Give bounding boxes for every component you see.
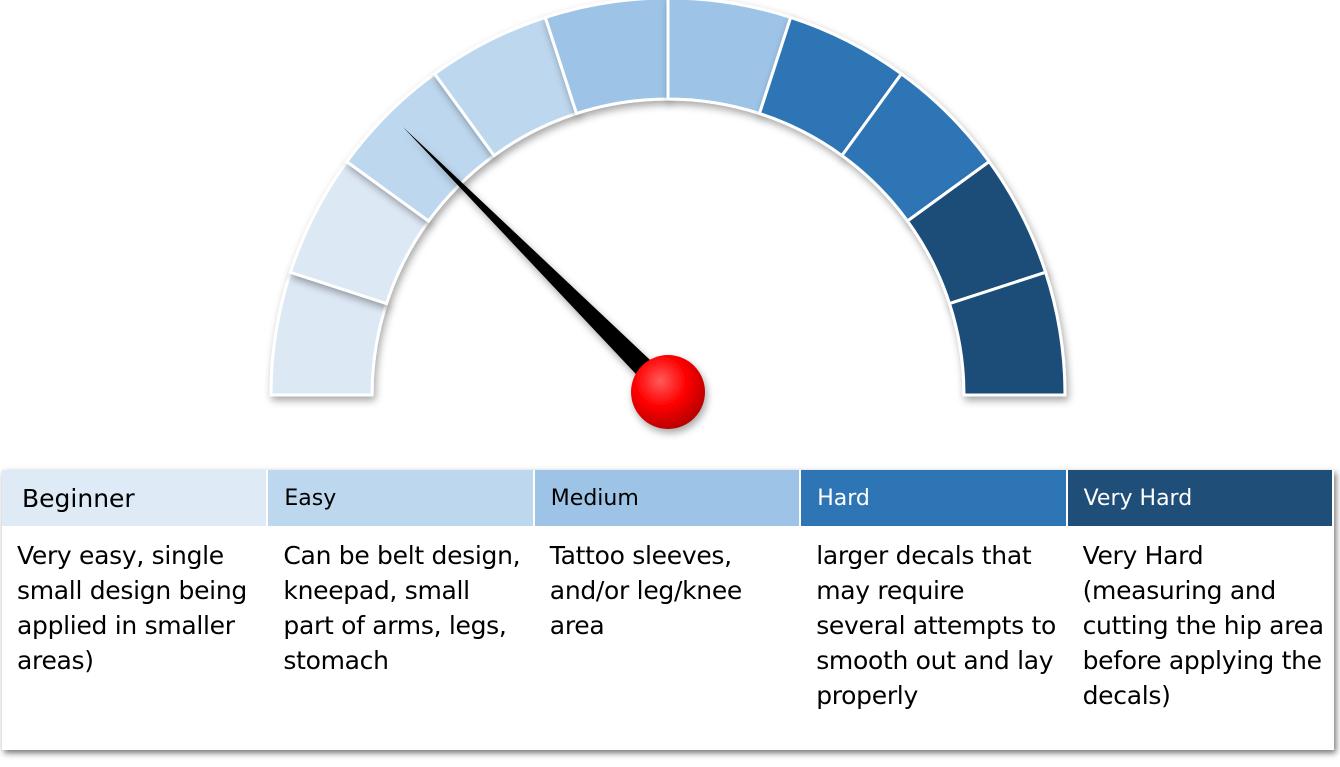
level-header-very-hard: Very Hard [1067,470,1334,528]
gauge-segments [269,0,1067,397]
level-label: Hard [817,485,870,511]
gauge-needle [402,126,676,400]
level-label: Easy [284,485,337,511]
level-label: Very Hard [1083,485,1193,511]
difficulty-gauge [269,0,1067,429]
needle-pointer [402,126,676,400]
level-description-hard: larger decals that may require several a… [816,541,1056,710]
level-description-beginner: Very easy, single small design being app… [17,541,247,675]
level-label: Medium [550,485,639,511]
level-description-easy: Can be belt design, kneepad, small part … [283,541,521,675]
level-header-easy: Easy [268,470,535,528]
level-header-beginner: Beginner [2,470,269,528]
level-header-medium: Medium [534,470,802,528]
level-description-very-hard: Very Hard (measuring and cutting the hip… [1082,541,1324,710]
gauge-hub [631,355,705,429]
level-label: Beginner [22,483,135,513]
gauge-segment [947,270,1067,397]
level-header-hard: Hard [801,470,1068,528]
level-description-medium: Tattoo sleeves, and/or leg/knee area [549,541,742,640]
difficulty-table: Beginner Easy Medium Hard Very Hard Very… [2,470,1334,750]
